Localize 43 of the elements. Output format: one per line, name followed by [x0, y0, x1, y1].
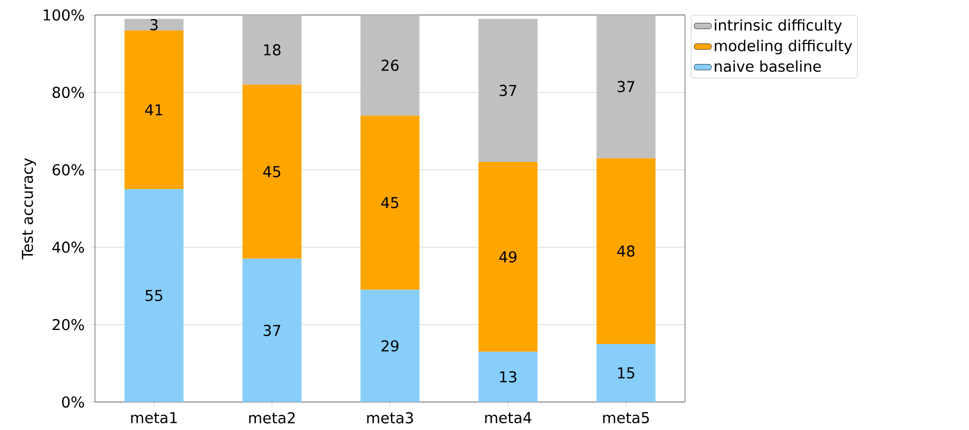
- y-tick-label: 60%: [52, 164, 84, 176]
- bar: [124, 189, 184, 402]
- data-label: 37: [264, 324, 280, 336]
- data-label: 26: [382, 60, 399, 71]
- bar: [124, 30, 184, 190]
- legend-label: modeling difficulty: [714, 40, 852, 54]
- bar: [478, 352, 538, 402]
- legend-label: naive baseline: [714, 60, 821, 72]
- data-label: 37: [500, 84, 516, 96]
- data-label: 13: [500, 371, 516, 383]
- bar: [242, 14, 302, 85]
- data-label: 18: [264, 44, 280, 56]
- bar: [360, 116, 420, 290]
- bar: [242, 84, 302, 259]
- bar: [478, 18, 538, 162]
- data-label: 48: [617, 245, 634, 257]
- bar: [124, 18, 184, 30]
- x-tick-label: meta1: [131, 412, 177, 424]
- y-tick-label: 100%: [44, 9, 84, 21]
- bar: [478, 162, 538, 352]
- legend-label: intrinsic difficulty: [714, 19, 842, 34]
- bar: [360, 290, 420, 402]
- bar: [596, 158, 656, 344]
- x-tick-label: meta3: [367, 412, 413, 424]
- data-label: 15: [618, 367, 634, 379]
- y-axis-title: Test accuracy: [22, 158, 36, 260]
- y-tick-label: 20%: [52, 318, 84, 330]
- x-tick-label: meta2: [249, 412, 295, 424]
- bar: [596, 344, 656, 402]
- data-label: 41: [145, 104, 162, 116]
- y-tick-label: 80%: [52, 86, 84, 98]
- data-label: 37: [618, 80, 634, 92]
- data-label: 45: [263, 166, 280, 178]
- bar: [242, 258, 302, 402]
- data-label: 29: [382, 340, 398, 352]
- x-tick-label: meta5: [603, 412, 649, 424]
- x-tick-label: meta4: [485, 412, 532, 424]
- data-label: 3: [150, 19, 158, 30]
- y-tick-label: 40%: [52, 242, 84, 253]
- data-label: 45: [381, 197, 398, 208]
- data-label: 49: [499, 251, 516, 263]
- data-label: 55: [146, 290, 162, 302]
- y-tick-label: 0%: [62, 396, 84, 408]
